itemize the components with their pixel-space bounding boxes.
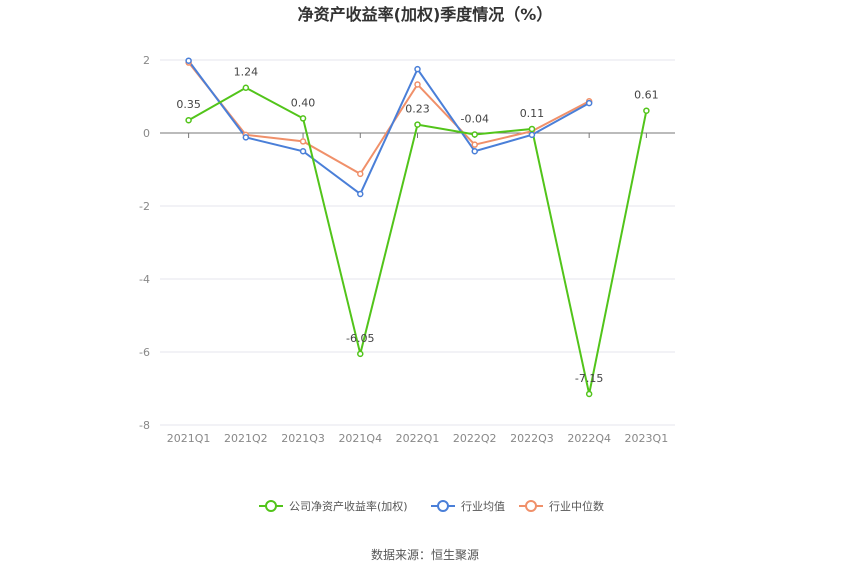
- x-tick-label: 2021Q3: [281, 432, 325, 445]
- data-point: [357, 170, 364, 178]
- legend-label: 行业均值: [461, 500, 505, 513]
- legend-item-2[interactable]: 行业中位数: [519, 499, 604, 513]
- y-axis: 2 0 -2 -4 -6 -8: [139, 54, 150, 432]
- data-label: 0.61: [634, 89, 659, 102]
- data-point: [299, 138, 307, 145]
- data-point: [471, 141, 478, 148]
- data-point: [643, 107, 650, 114]
- y-tick-label: -4: [139, 273, 150, 286]
- y-tick-label: -8: [139, 419, 150, 432]
- data-point: [471, 148, 478, 155]
- x-tick-label: 2022Q4: [567, 432, 611, 445]
- data-point: [414, 65, 421, 73]
- legend-swatch-marker: [437, 500, 449, 512]
- data-point: [185, 116, 192, 124]
- data-label: -7.15: [575, 372, 603, 385]
- data-labels: 0.35 1.24 0.40 -6.05 0.23 -0.04 0.11 -7.15 0.61: [176, 66, 658, 385]
- data-point: [185, 57, 192, 64]
- data-point: [414, 81, 421, 88]
- series-points: [185, 57, 650, 398]
- legend-label: 行业中位数: [549, 499, 604, 513]
- data-label: 0.11: [520, 107, 545, 120]
- x-tick-label: 2022Q2: [453, 432, 497, 445]
- chart-title: 净资产收益率(加权)季度情况（%）: [298, 5, 553, 24]
- x-tick-label: 2022Q1: [396, 432, 440, 445]
- data-point: [585, 99, 593, 107]
- data-label: -6.05: [346, 332, 374, 345]
- legend[interactable]: 公司净资产收益率(加权) 行业均值 行业中位数: [259, 499, 604, 513]
- y-tick-label: 2: [143, 54, 150, 67]
- y-tick-label: -6: [139, 346, 150, 359]
- x-tick-label: 2021Q2: [224, 432, 268, 445]
- data-point: [242, 84, 250, 91]
- legend-item-1[interactable]: 行业均值: [431, 500, 505, 513]
- data-point: [242, 134, 250, 141]
- legend-label: 公司净资产收益率(加权): [289, 499, 408, 513]
- y-tick-label: -2: [139, 200, 150, 213]
- data-point: [528, 125, 536, 133]
- legend-item-0[interactable]: 公司净资产收益率(加权): [259, 499, 408, 513]
- data-point: [414, 121, 421, 128]
- data-label: 0.35: [176, 98, 201, 111]
- data-point: [357, 190, 364, 198]
- y-tick-label: 0: [143, 127, 150, 140]
- data-point: [471, 131, 478, 138]
- data-point: [299, 115, 307, 122]
- data-point: [528, 131, 536, 139]
- legend-swatch-marker: [525, 500, 537, 512]
- data-label: 1.24: [234, 66, 259, 79]
- data-point: [585, 390, 593, 398]
- data-label: -0.04: [460, 112, 488, 125]
- x-tick-label: 2023Q1: [625, 432, 669, 445]
- x-tick-label: 2021Q1: [167, 432, 211, 445]
- series-line-1: [187, 60, 590, 196]
- data-label: 0.23: [405, 103, 430, 116]
- data-label: 0.40: [291, 96, 316, 109]
- legend-swatch-marker: [265, 500, 277, 512]
- x-axis: 2021Q1 2021Q2 2021Q3 2021Q4 2022Q1 2022Q2 2022…: [167, 133, 668, 445]
- source-note: 数据来源：恒生聚源: [371, 547, 479, 562]
- x-tick-label: 2021Q4: [338, 432, 382, 445]
- data-point: [357, 350, 364, 358]
- x-tick-label: 2022Q3: [510, 432, 554, 445]
- data-point: [299, 148, 307, 155]
